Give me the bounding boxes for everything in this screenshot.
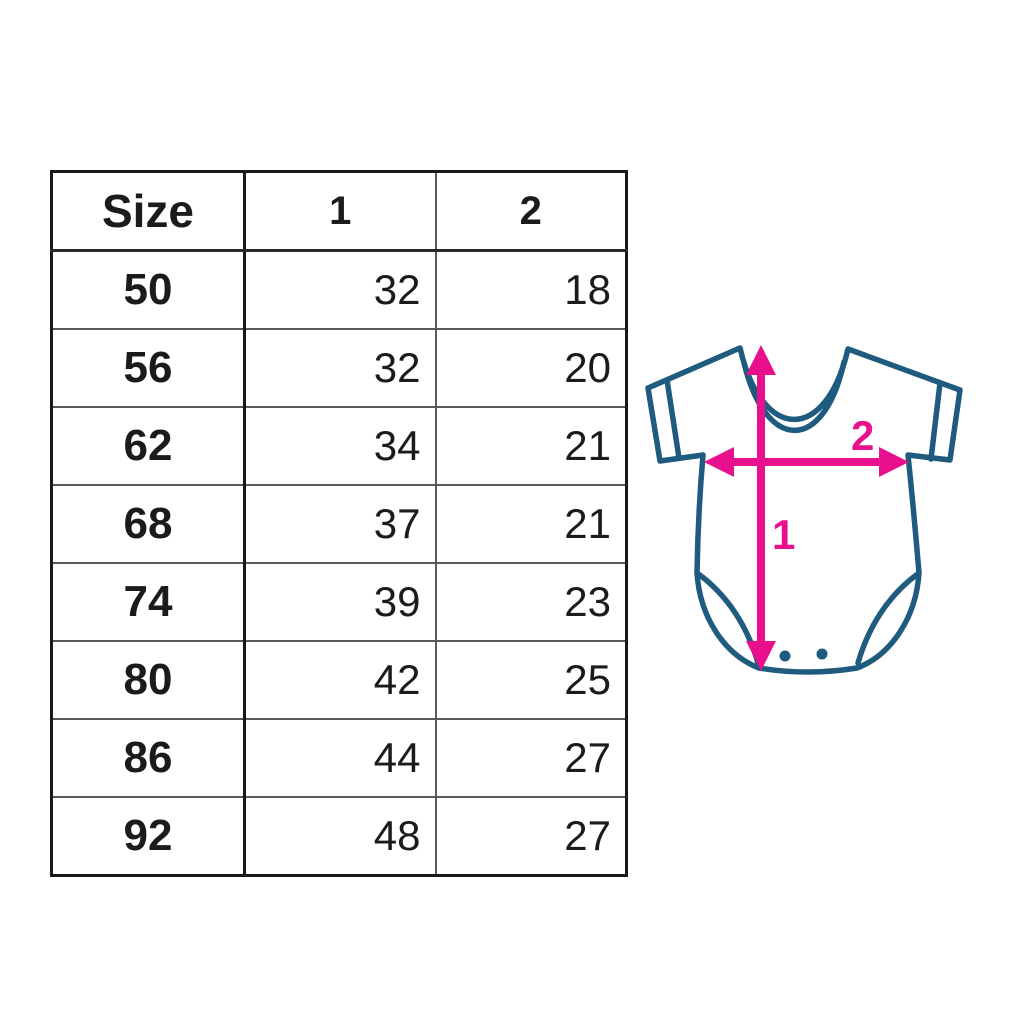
size-chart-table: Size 1 2 50 32 18 56 32 20 62 34 21 68 bbox=[50, 170, 628, 877]
measurement-2-value: 27 bbox=[434, 718, 628, 798]
table-row: 50 32 18 bbox=[50, 249, 628, 330]
snap-button-dot bbox=[816, 648, 828, 660]
width-arrowhead-right bbox=[879, 447, 909, 477]
bodysuit-outline bbox=[645, 345, 963, 675]
measurement-1-value: 44 bbox=[243, 718, 437, 798]
measurement-2-value: 21 bbox=[434, 406, 628, 486]
size-value: 92 bbox=[50, 796, 246, 877]
measurement-1-value: 34 bbox=[243, 406, 437, 486]
size-value: 86 bbox=[50, 718, 246, 798]
table-row: 92 48 27 bbox=[50, 796, 628, 877]
size-value: 62 bbox=[50, 406, 246, 486]
measurement-2-value: 20 bbox=[434, 328, 628, 408]
table-row: 74 39 23 bbox=[50, 562, 628, 642]
measurement-2-value: 21 bbox=[434, 484, 628, 564]
column-header-measure-1: 1 bbox=[243, 170, 437, 252]
bodysuit-measurement-diagram: 1 2 bbox=[645, 345, 963, 675]
measurement-1-value: 39 bbox=[243, 562, 437, 642]
table-row: 56 32 20 bbox=[50, 328, 628, 408]
size-value: 56 bbox=[50, 328, 246, 408]
table-row: 86 44 27 bbox=[50, 718, 628, 798]
collar-band-line bbox=[741, 359, 847, 434]
column-header-size: Size bbox=[50, 170, 246, 252]
right-cuff-line bbox=[928, 380, 943, 462]
size-value: 80 bbox=[50, 640, 246, 720]
table-row: 68 37 21 bbox=[50, 484, 628, 564]
measurement-1-value: 37 bbox=[243, 484, 437, 564]
measurement-2-value: 18 bbox=[434, 249, 628, 330]
snap-buttons bbox=[779, 648, 828, 662]
table-row: 62 34 21 bbox=[50, 406, 628, 486]
measure-2-label: 2 bbox=[851, 412, 874, 459]
left-cuff-line bbox=[664, 377, 682, 461]
arrowheads-and-labels: 1 2 bbox=[704, 345, 909, 671]
width-arrowhead-left bbox=[704, 447, 734, 477]
measure-1-label: 1 bbox=[772, 511, 795, 558]
measurement-2-value: 25 bbox=[434, 640, 628, 720]
column-header-measure-2: 2 bbox=[434, 170, 628, 252]
bodysuit-silhouette bbox=[645, 345, 963, 675]
size-value: 74 bbox=[50, 562, 246, 642]
length-arrowhead-top bbox=[746, 345, 776, 375]
measurement-arrows: 1 2 bbox=[704, 345, 909, 671]
size-value: 68 bbox=[50, 484, 246, 564]
measurement-1-value: 32 bbox=[243, 328, 437, 408]
length-arrowhead-bottom bbox=[746, 641, 776, 671]
table-row: 80 42 25 bbox=[50, 640, 628, 720]
snap-button-dot bbox=[779, 650, 791, 662]
right-leg-opening-line bbox=[855, 570, 922, 666]
measurement-1-value: 48 bbox=[243, 796, 437, 877]
table-header-row: Size 1 2 bbox=[50, 170, 628, 252]
size-value: 50 bbox=[50, 249, 246, 330]
measurement-1-value: 42 bbox=[243, 640, 437, 720]
measurement-2-value: 23 bbox=[434, 562, 628, 642]
measurement-2-value: 27 bbox=[434, 796, 628, 877]
measurement-1-value: 32 bbox=[243, 249, 437, 330]
